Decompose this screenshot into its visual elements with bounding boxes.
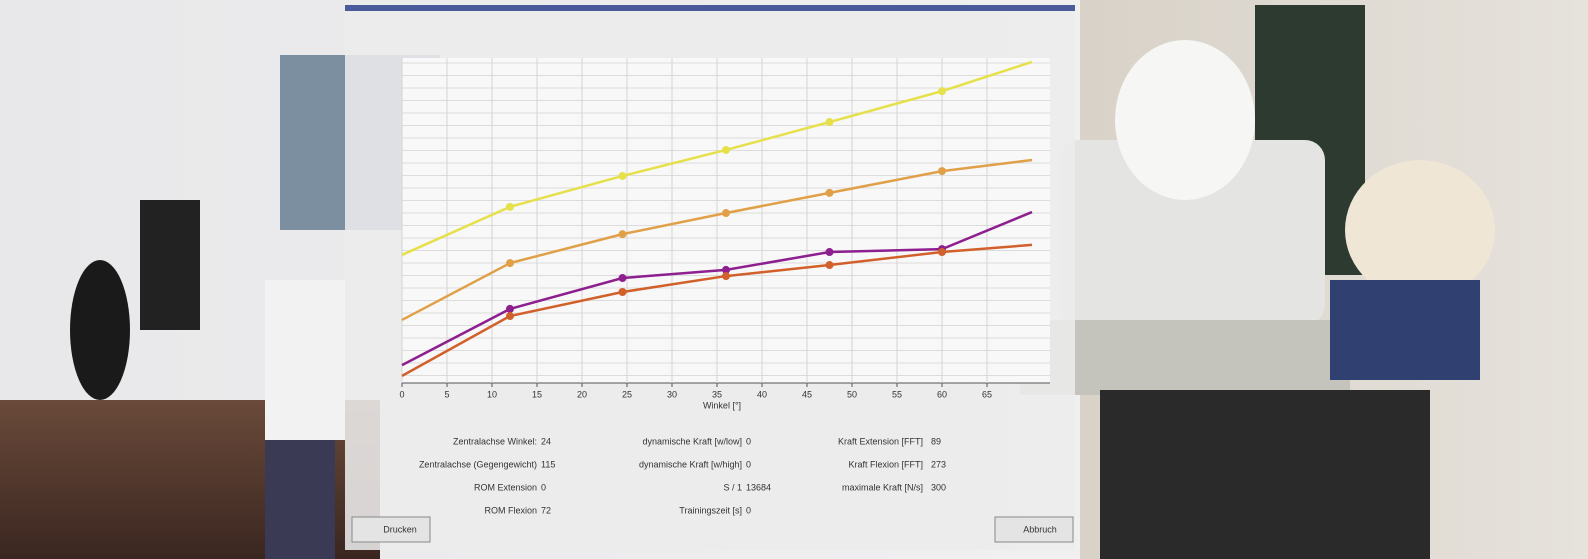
page: Winkel [°] 0 5 10 15 20 25 30 35 40 45 50 55 60 65 Ze… bbox=[0, 0, 1588, 559]
point bbox=[938, 87, 946, 95]
point bbox=[938, 167, 946, 175]
info-label: Kraft Extension [FFT] bbox=[838, 436, 923, 446]
person bbox=[265, 280, 345, 440]
x-tick-label: 45 bbox=[802, 389, 812, 399]
x-tick-label: 35 bbox=[712, 389, 722, 399]
info-label: Trainingszeit [s] bbox=[679, 505, 742, 515]
point bbox=[506, 259, 514, 267]
point bbox=[938, 248, 946, 256]
person bbox=[70, 260, 130, 400]
x-tick-label: 50 bbox=[847, 389, 857, 399]
point bbox=[826, 118, 834, 126]
info-label: Zentralachse Winkel: bbox=[453, 436, 537, 446]
info-label: S / 1 bbox=[723, 482, 742, 492]
point bbox=[722, 146, 730, 154]
x-tick-label: 30 bbox=[667, 389, 677, 399]
point bbox=[506, 312, 514, 320]
therapist bbox=[1115, 40, 1255, 200]
screenshot: Winkel [°] 0 5 10 15 20 25 30 35 40 45 50 55 60 65 Ze… bbox=[0, 0, 1588, 559]
info-label: ROM Extension bbox=[474, 482, 537, 492]
button[interactable]: Abbruch bbox=[995, 517, 1073, 542]
info-value: 72 bbox=[541, 505, 551, 515]
x-axis-label: Winkel [°] bbox=[703, 400, 741, 410]
point bbox=[619, 230, 627, 238]
info-value: 13684 bbox=[746, 482, 771, 492]
info-label: ROM Flexion bbox=[484, 505, 537, 515]
x-tick-label: 20 bbox=[577, 389, 587, 399]
button-label[interactable]: Drucken bbox=[383, 524, 417, 534]
info-value: 24 bbox=[541, 436, 551, 446]
point bbox=[619, 288, 627, 296]
x-tick-label: 10 bbox=[487, 389, 497, 399]
info-label: Zentralachse (Gegengewicht) bbox=[419, 459, 537, 469]
x-tick-label: 0 bbox=[399, 389, 404, 399]
point bbox=[506, 305, 514, 313]
patient bbox=[1345, 160, 1495, 300]
point bbox=[722, 209, 730, 217]
plot-grid bbox=[402, 58, 1050, 383]
point bbox=[506, 203, 514, 211]
button[interactable]: Drucken bbox=[352, 517, 430, 542]
title-bar bbox=[345, 5, 1075, 11]
x-tick-label: 65 bbox=[982, 389, 992, 399]
point bbox=[826, 248, 834, 256]
point bbox=[619, 274, 627, 282]
info-value: 300 bbox=[931, 482, 946, 492]
point bbox=[826, 261, 834, 269]
machine-base bbox=[1100, 390, 1430, 559]
info-label: dynamische Kraft [w/low] bbox=[642, 436, 742, 446]
x-tick-label: 5 bbox=[444, 389, 449, 399]
x-tick-label: 55 bbox=[892, 389, 902, 399]
info-value: 115 bbox=[541, 459, 555, 469]
patient bbox=[1330, 280, 1480, 380]
info-label: Kraft Flexion [FFT] bbox=[848, 459, 923, 469]
x-tick-label: 25 bbox=[622, 389, 632, 399]
point bbox=[619, 172, 627, 180]
x-tick-label: 15 bbox=[532, 389, 542, 399]
info-value: 0 bbox=[541, 482, 546, 492]
point bbox=[826, 189, 834, 197]
info-label: dynamische Kraft [w/high] bbox=[639, 459, 742, 469]
computer-tower bbox=[140, 200, 200, 330]
info-value: 273 bbox=[931, 459, 946, 469]
point bbox=[722, 272, 730, 280]
x-tick-label: 40 bbox=[757, 389, 767, 399]
info-value: 0 bbox=[746, 436, 751, 446]
person bbox=[265, 440, 335, 559]
info-value: 0 bbox=[746, 505, 751, 515]
x-tick-label: 60 bbox=[937, 389, 947, 399]
info-value: 0 bbox=[746, 459, 751, 469]
button-label[interactable]: Abbruch bbox=[1023, 524, 1057, 534]
info-value: 89 bbox=[931, 436, 941, 446]
info-label: maximale Kraft [N/s] bbox=[842, 482, 923, 492]
